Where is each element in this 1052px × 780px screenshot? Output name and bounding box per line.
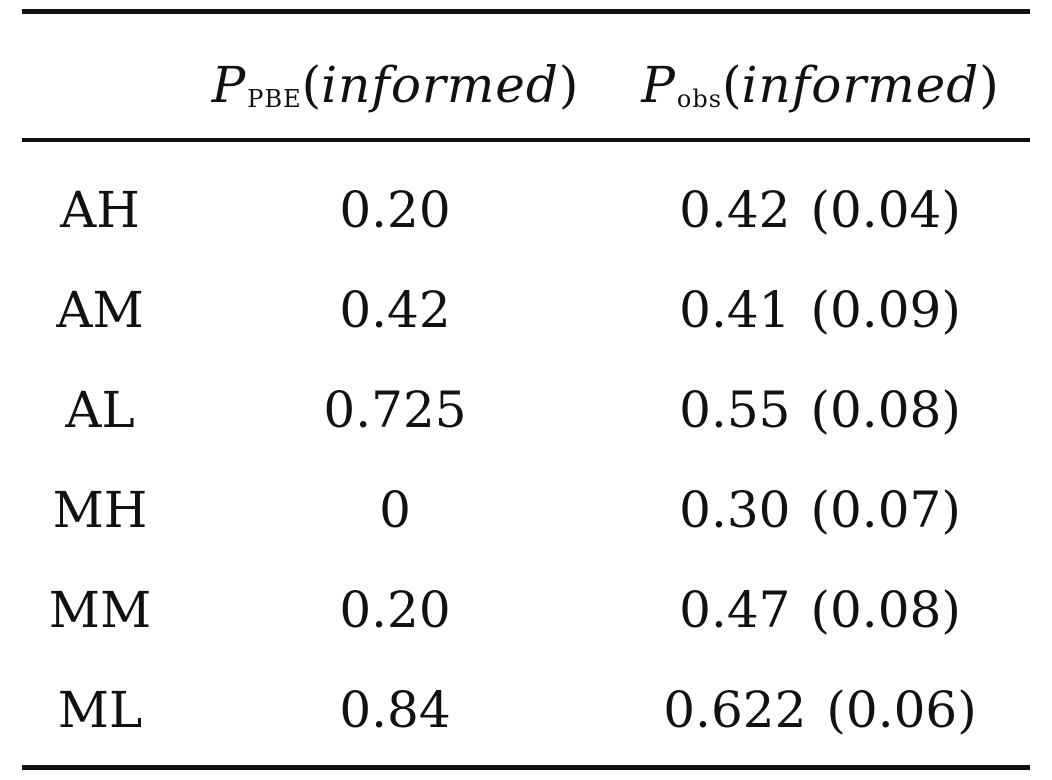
p-pbe-value: 0.20 — [339, 581, 451, 639]
p-obs-std-error: (0.07) — [810, 481, 961, 539]
p-obs-cell: 0.622 (0.06) — [640, 660, 1000, 760]
table-row: MM 0.20 0.47 (0.08) — [0, 560, 1052, 660]
header-p-pbe-argument: informed — [321, 56, 559, 114]
header-p-obs-argument: informed — [741, 56, 980, 114]
header-p-obs-subscript: obs — [676, 85, 723, 113]
table-header-rule — [22, 138, 1030, 142]
table-row: AL 0.725 0.55 (0.08) — [0, 360, 1052, 460]
p-obs-cell: 0.55 (0.08) — [640, 360, 1000, 460]
header-p-pbe-open-paren: ( — [301, 56, 322, 114]
header-p-obs-open-paren: ( — [722, 56, 742, 114]
table-row: MH 0 0.30 (0.07) — [0, 460, 1052, 560]
row-label: ML — [57, 681, 143, 739]
table-row: AM 0.42 0.41 (0.09) — [0, 260, 1052, 360]
row-label: AL — [65, 381, 135, 439]
table-row: AH 0.20 0.42 (0.04) — [0, 160, 1052, 260]
p-obs-value: 0.41 — [679, 281, 791, 339]
row-label: MH — [52, 481, 148, 539]
row-label: MM — [48, 581, 152, 639]
p-pbe-value: 0.84 — [339, 681, 451, 739]
row-label: AM — [56, 281, 144, 339]
p-obs-std-error: (0.08) — [810, 381, 961, 439]
header-p-pbe: P PBE(informed) — [200, 50, 590, 120]
table-row: ML 0.84 0.622 (0.06) — [0, 660, 1052, 760]
p-pbe-value: 0 — [379, 481, 411, 539]
header-p-pbe-symbol: P — [211, 56, 246, 114]
p-pbe-value: 0.725 — [323, 381, 467, 439]
p-obs-value: 0.47 — [679, 581, 791, 639]
p-obs-cell: 0.47 (0.08) — [640, 560, 1000, 660]
table-body: AH 0.20 0.42 (0.04) AM 0.42 0.41 (0.09) AL… — [0, 160, 1052, 760]
p-obs-std-error: (0.09) — [810, 281, 961, 339]
p-obs-std-error: (0.08) — [810, 581, 961, 639]
p-pbe-value: 0.20 — [339, 181, 451, 239]
p-obs-std-error: (0.06) — [826, 681, 977, 739]
header-p-obs-close-paren: ) — [979, 56, 999, 114]
p-obs-cell: 0.42 (0.04) — [640, 160, 1000, 260]
p-obs-cell: 0.30 (0.07) — [640, 460, 1000, 560]
p-obs-value: 0.30 — [679, 481, 791, 539]
p-obs-std-error: (0.04) — [810, 181, 961, 239]
p-obs-value: 0.622 — [663, 681, 807, 739]
header-p-obs-symbol: P — [641, 56, 675, 114]
table-top-rule — [22, 9, 1030, 14]
header-p-pbe-close-paren: ) — [558, 56, 579, 114]
p-obs-cell: 0.41 (0.09) — [640, 260, 1000, 360]
row-label: AH — [60, 181, 140, 239]
header-p-pbe-subscript: PBE — [247, 85, 302, 113]
p-obs-value: 0.55 — [679, 381, 791, 439]
p-pbe-value: 0.42 — [339, 281, 451, 339]
table-bottom-rule — [22, 765, 1030, 770]
p-obs-value: 0.42 — [679, 181, 791, 239]
